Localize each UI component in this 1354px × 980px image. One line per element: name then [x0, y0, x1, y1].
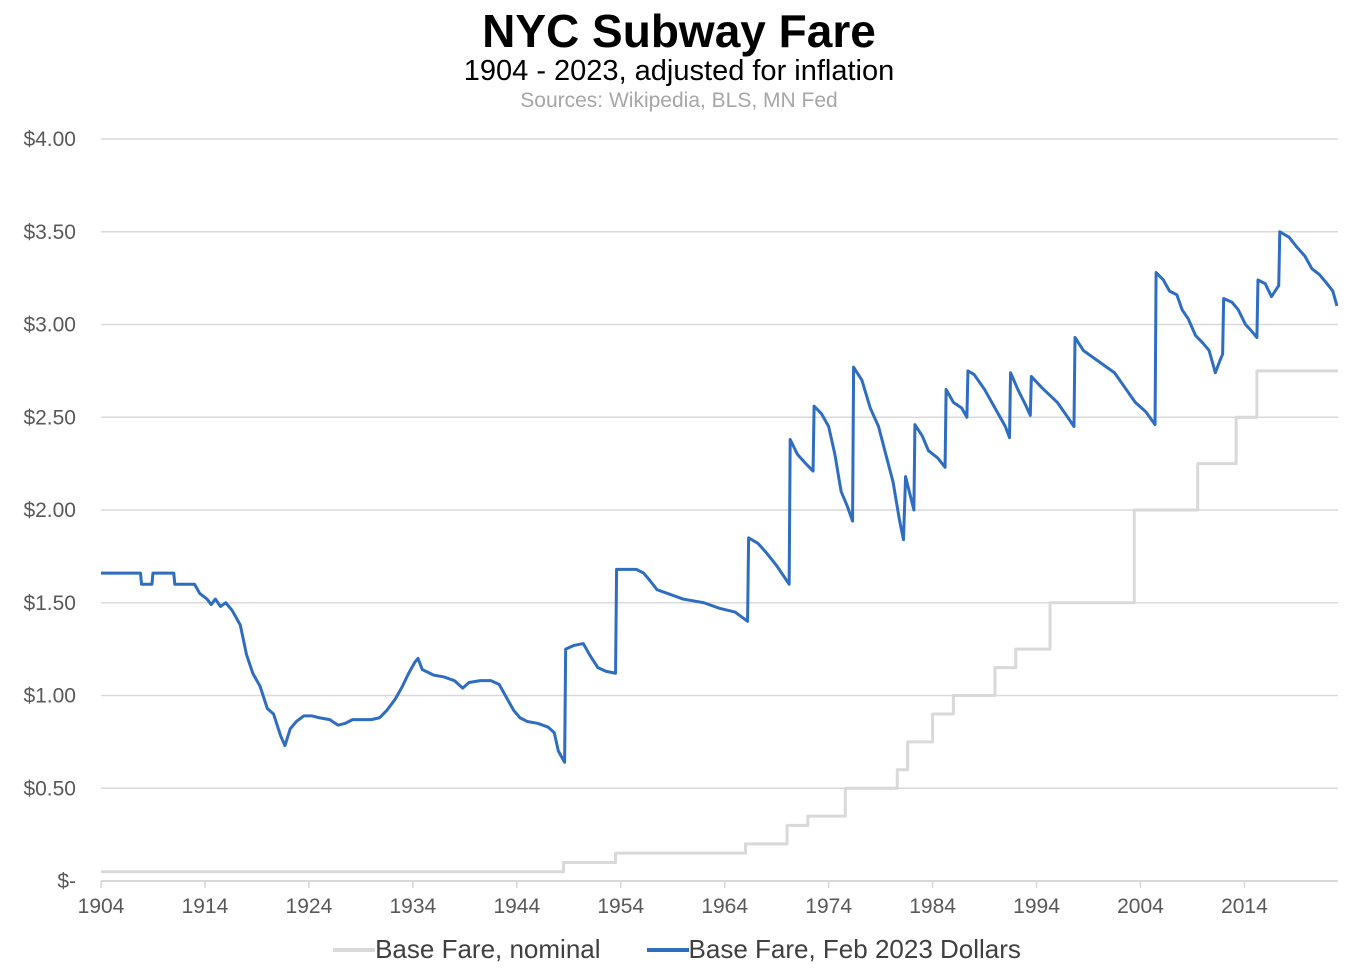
x-tick-label: 1934: [389, 895, 436, 918]
x-tick-label: 1994: [1013, 895, 1060, 918]
x-tick-label: 2004: [1117, 895, 1164, 918]
legend-swatch-real: [646, 947, 689, 952]
x-tick-label: 1924: [286, 895, 333, 918]
y-tick-label: $0.50: [23, 777, 76, 800]
x-tick-label: 1914: [182, 895, 229, 918]
chart-subtitle: 1904 - 2023, adjusted for inflation: [463, 55, 895, 87]
x-tick-label: 2014: [1221, 895, 1268, 918]
legend-swatch-nominal: [333, 947, 376, 952]
y-tick-label: $2.50: [23, 406, 76, 429]
x-tick-label: 1964: [701, 895, 748, 918]
legend-label-real: Base Fare, Feb 2023 Dollars: [688, 934, 1021, 964]
y-tick-label: $2.00: [23, 499, 76, 522]
chart-title: NYC Subway Fare: [482, 5, 876, 57]
x-tick-label: 1904: [78, 895, 125, 918]
chart-source: Sources: Wikipedia, BLS, MN Fed: [520, 89, 838, 112]
legend-item-real: Base Fare, Feb 2023 Dollars: [646, 934, 1021, 965]
series-line-nominal: [101, 369, 1338, 874]
x-tick-label: 1954: [597, 895, 644, 918]
y-tick-label: $1.50: [23, 592, 76, 615]
y-tick-label: $-: [57, 870, 76, 893]
y-tick-label: $3.00: [23, 314, 76, 337]
series-line-real: [101, 230, 1339, 764]
line-chart: $- $0.50 $1.00 $1.50 $2.00 $2.50 $3.00 $3.50 $4.…: [23, 128, 1339, 918]
x-tick-label: 1974: [805, 895, 852, 918]
y-tick-label: $4.00: [23, 128, 76, 151]
legend-label-nominal: Base Fare, nominal: [375, 934, 601, 964]
legend: Base Fare, nominal Base Fare, Feb 2023 D…: [0, 934, 1354, 965]
x-tick-label: 1944: [493, 895, 540, 918]
legend-item-nominal: Base Fare, nominal: [333, 934, 601, 965]
y-tick-label: $1.00: [23, 685, 76, 708]
x-tick-label: 1984: [909, 895, 956, 918]
y-tick-label: $3.50: [23, 221, 76, 244]
